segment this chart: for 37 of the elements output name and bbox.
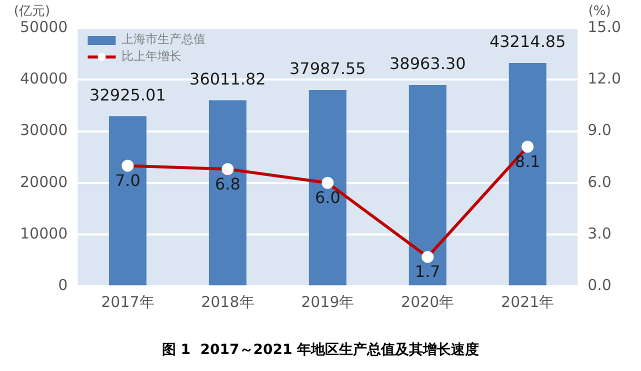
y2-tick-label: 3.0 (588, 224, 612, 242)
data-label: 38963.30 (389, 54, 466, 74)
y2-axis-title: (%) (588, 4, 611, 19)
data-label: 6.0 (314, 188, 340, 208)
bar (208, 100, 246, 286)
legend-label: 上海市生产总值 (122, 32, 206, 46)
x-tick-label: 2020年 (401, 293, 454, 312)
data-label: 37987.55 (289, 59, 366, 78)
data-label: 32925.01 (90, 85, 166, 104)
x-tick-label: 2018年 (201, 293, 254, 312)
y2-tick-label: 6.0 (588, 172, 612, 191)
y2-tick-label: 0.0 (588, 276, 612, 294)
bar (108, 116, 146, 286)
y-tick-label: 30000 (20, 121, 68, 140)
bar (308, 90, 346, 286)
text: 图 1 2017～2021 年地区生产总值及其增长速度 (162, 341, 480, 358)
data-label: 1.7 (414, 262, 440, 282)
x-tick-label: 2017年 (101, 293, 154, 312)
bar (508, 63, 546, 286)
legend-label: 比上年增长 (122, 49, 182, 64)
data-label: 6.8 (214, 174, 240, 194)
x-tick-label: 2019年 (301, 293, 354, 312)
y2-tick-label: 12.0 (588, 70, 622, 88)
y-tick-label: 0 (58, 276, 68, 294)
y2-tick-label: 9.0 (588, 121, 612, 140)
x-tick-label: 2021年 (501, 293, 554, 312)
y-tick-label: 20000 (20, 172, 68, 191)
data-label: 43214.85 (489, 32, 566, 52)
y-tick-label: 10000 (20, 224, 68, 242)
y-tick-label: 40000 (20, 70, 68, 88)
bar (408, 84, 446, 286)
y-axis-title: (亿元) (14, 4, 50, 19)
y-tick-label: 50000 (20, 18, 68, 36)
data-label: 7.0 (114, 170, 140, 190)
data-label: 8.1 (514, 152, 540, 171)
y2-tick-label: 15.0 (588, 18, 622, 36)
data-label: 36011.82 (190, 69, 266, 88)
